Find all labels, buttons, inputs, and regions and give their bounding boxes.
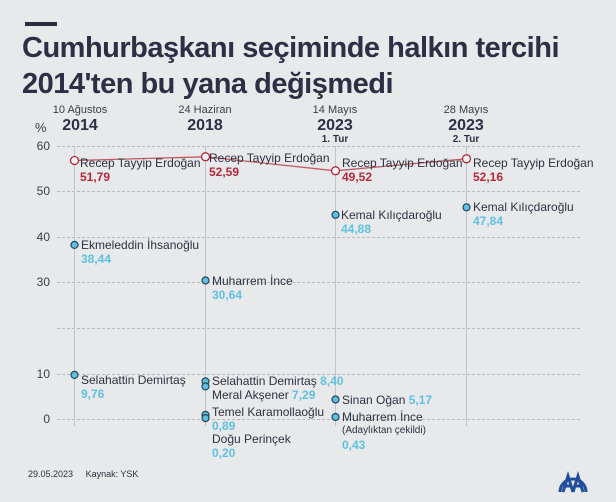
candidate-value: 38,44: [81, 252, 112, 266]
y-tick: 10: [36, 367, 50, 381]
gridline: [57, 237, 580, 238]
candidate-name: Muharrem İnce: [342, 410, 423, 424]
candidate-name: Selahattin Demirtaş: [81, 373, 186, 387]
candidate-value: 0,89: [212, 419, 236, 433]
label-erdogan-2018: Recep Tayyip Erdoğan 52,59: [209, 151, 330, 179]
candidate-value: 52,59: [209, 165, 240, 179]
label-perincek-2018: Doğu Perinçek 0,20: [212, 432, 291, 460]
y-tick: 60: [36, 139, 50, 153]
candidate-value: 44,88: [341, 222, 372, 236]
label-demirtas-2014: Selahattin Demirtaş 9,76: [81, 373, 186, 401]
label-karamollaoglu-2018: Temel Karamollaoğlu 0,89: [212, 405, 324, 433]
label-aksener-2018: Meral Akşener 7,29: [212, 388, 315, 402]
erdogan-markers: [69, 152, 472, 176]
candidate-name: Temel Karamollaoğlu: [212, 405, 325, 419]
column-header-2018: 24 Haziran 2018: [155, 104, 255, 134]
candidate-name: Muharrem İnce: [212, 274, 293, 288]
candidate-name: Recep Tayyip Erdoğan: [80, 156, 201, 170]
label-ogan-2023-r1: Sinan Oğan 5,17: [342, 393, 432, 407]
candidate-name: Selahattin Demirtaş: [212, 374, 317, 388]
title-line-1: Cumhurbaşkanı seçiminde halkın tercihi: [22, 32, 560, 64]
column-round: 2. Tur: [452, 134, 480, 145]
column-year: 2014: [62, 117, 98, 134]
candidate-value: 49,52: [342, 170, 373, 184]
label-erdogan-2023-r1: Recep Tayyip Erdoğan 49,52: [342, 156, 463, 184]
candidate-value: 51,79: [80, 170, 111, 184]
gridline: [57, 191, 580, 192]
candidate-value: 0,20: [212, 446, 236, 460]
label-kilicdaroglu-2023-r2: Kemal Kılıçdaroğlu 47,84: [473, 200, 574, 228]
column-date: 10 Ağustos: [52, 104, 108, 116]
title-line-2: 2014'ten bu yana değişmedi: [22, 68, 394, 100]
column-date: 28 Mayıs: [443, 104, 489, 116]
candidate-name: Meral Akşener: [212, 388, 289, 402]
gridline: [57, 328, 580, 329]
erdogan-line: [74, 156, 467, 172]
candidate-value: 5,17: [408, 393, 433, 407]
gridline: [57, 419, 580, 420]
label-ihsanoglu-2014: Ekmeleddin İhsanoğlu 38,44: [81, 238, 199, 266]
column-date: 24 Haziran: [178, 104, 232, 116]
candidate-value: 30,64: [212, 288, 243, 302]
column-date: 14 Mayıs: [312, 104, 358, 116]
footer-source: Kaynak: YSK: [85, 469, 139, 479]
gridline: [57, 146, 580, 147]
candidate-value: 47,84: [473, 214, 504, 228]
column-header-2023-r2: 28 Mayıs 2023 2. Tur: [416, 104, 516, 145]
label-ince-2018: Muharrem İnce 30,64: [212, 274, 293, 302]
y-tick: 50: [36, 184, 50, 198]
column-year: 2018: [187, 117, 223, 134]
other-candidate-markers: [70, 203, 471, 423]
chart-title: Cumhurbaşkanı seçiminde halkın tercihi 2…: [22, 30, 560, 102]
gridline: [57, 282, 580, 283]
y-tick: 30: [36, 275, 50, 289]
candidate-value: 9,76: [81, 387, 105, 401]
label-demirtas-2018: Selahattin Demirtaş 8,40: [212, 374, 343, 388]
label-kilicdaroglu-2023-r1: Kemal Kılıçdaroğlu 44,88: [341, 208, 442, 236]
y-tick: 40: [36, 230, 50, 244]
candidate-name: Kemal Kılıçdaroğlu: [341, 208, 442, 222]
candidate-name: Sinan Oğan: [342, 393, 406, 407]
column-axis-2018: [205, 146, 206, 426]
column-round: 1. Tur: [321, 134, 349, 145]
candidate-name: Recep Tayyip Erdoğan: [342, 156, 463, 170]
aa-logo-icon: [558, 470, 588, 493]
candidate-value: 52,16: [473, 170, 504, 184]
y-tick: 0: [43, 412, 50, 426]
candidate-value: 7,29: [292, 388, 316, 402]
candidate-value: 8,40: [320, 374, 344, 388]
candidate-name: Kemal Kılıçdaroğlu: [473, 200, 574, 214]
candidate-name: Recep Tayyip Erdoğan: [209, 151, 330, 165]
column-header-2023-r1: 14 Mayıs 2023 1. Tur: [285, 104, 385, 145]
gridline: [57, 374, 580, 375]
column-year: 2023: [448, 117, 484, 134]
candidate-name: Ekmeleddin İhsanoğlu: [81, 238, 200, 252]
label-erdogan-2023-r2: Recep Tayyip Erdoğan 52,16: [473, 156, 594, 184]
y-unit-label: %: [35, 120, 47, 135]
candidate-name: Recep Tayyip Erdoğan: [473, 156, 594, 170]
column-axis-2023-r2: [466, 146, 467, 426]
column-header-2014: 10 Ağustos 2014: [30, 104, 130, 134]
label-ince-2023-r1: Muharrem İnce (Adaylıktan çekildi) 0,43: [342, 410, 426, 452]
candidate-name: Doğu Perinçek: [212, 432, 291, 446]
column-year: 2023: [317, 117, 353, 134]
footer: 29.05.2023 Kaynak: YSK: [28, 469, 148, 479]
withdrew-note: (Adaylıktan çekildi): [342, 425, 426, 436]
label-erdogan-2014: Recep Tayyip Erdoğan 51,79: [80, 156, 201, 184]
footer-date: 29.05.2023: [28, 469, 74, 479]
column-axis-2023-r1: [335, 146, 336, 426]
column-axis-2014: [74, 146, 75, 426]
accent-bar: [25, 22, 57, 26]
candidate-value: 0,43: [342, 438, 366, 452]
